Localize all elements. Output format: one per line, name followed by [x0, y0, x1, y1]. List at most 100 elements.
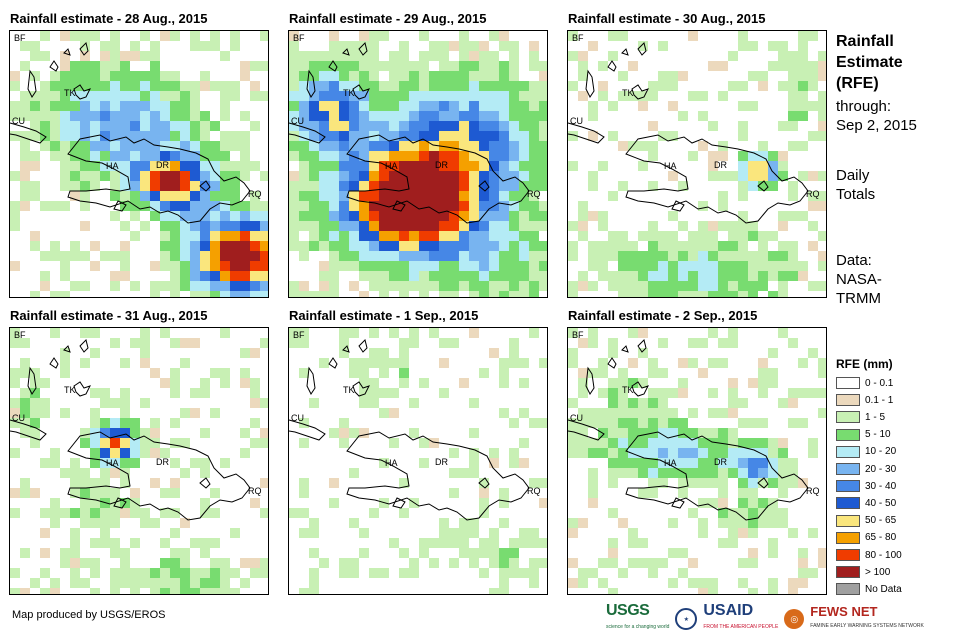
rainfall-cell [369, 271, 379, 281]
rainfall-cell [230, 271, 240, 281]
rainfall-cell [110, 71, 120, 81]
rainfall-cell [718, 171, 728, 181]
rainfall-cell [80, 41, 90, 51]
rainfall-cell [638, 468, 648, 478]
rainfall-cell [758, 468, 768, 478]
rainfall-cell [608, 271, 618, 281]
rainfall-cell [329, 221, 339, 231]
rainfall-cell [798, 61, 808, 71]
rainfall-cell [798, 578, 808, 588]
map-label-rq: RQ [248, 189, 262, 199]
rainfall-cell [668, 548, 678, 558]
rainfall-cell [250, 61, 260, 71]
rainfall-cell [289, 221, 299, 231]
coastline [199, 477, 211, 489]
rainfall-cell [648, 241, 658, 251]
rainfall-cell [578, 438, 588, 448]
rainfall-cell [738, 478, 748, 488]
rainfall-cell [20, 171, 30, 181]
rainfall-cell [688, 438, 698, 448]
rainfall-cell [798, 271, 808, 281]
rainfall-cell [200, 181, 210, 191]
rainfall-cell [479, 251, 489, 261]
rainfall-cell [309, 398, 319, 408]
rainfall-cell [100, 131, 110, 141]
legend-item: 30 - 40 [836, 479, 896, 493]
rainfall-cell [419, 281, 429, 291]
rainfall-cell [638, 458, 648, 468]
rainfall-cell [429, 131, 439, 141]
rainfall-cell [399, 141, 409, 151]
rainfall-cell [788, 181, 798, 191]
rainfall-cell [130, 448, 140, 458]
rainfall-cell [459, 231, 469, 241]
rainfall-cell [658, 251, 668, 261]
rainfall-cell [20, 358, 30, 368]
rainfall-cell [200, 261, 210, 271]
rainfall-cell [250, 231, 260, 241]
rainfall-cell [818, 251, 826, 261]
rainfall-cell [489, 101, 499, 111]
rainfall-cell [798, 51, 808, 61]
rainfall-cell [120, 418, 130, 428]
rainfall-cell [60, 71, 70, 81]
map-label-tk: TK [64, 385, 76, 395]
rainfall-cell [90, 518, 100, 528]
rainfall-cell [738, 161, 748, 171]
rainfall-cell [170, 418, 180, 428]
map-label-bf: BF [293, 330, 305, 340]
rainfall-cell [459, 81, 469, 91]
rainfall-cell [369, 181, 379, 191]
rainfall-cell [688, 448, 698, 458]
rainfall-cell [100, 161, 110, 171]
rainfall-cell [708, 468, 718, 478]
map-label-bf: BF [572, 330, 584, 340]
rainfall-cell [668, 131, 678, 141]
rainfall-cell [110, 338, 120, 348]
rainfall-cell [180, 281, 190, 291]
rainfall-cell [329, 61, 339, 71]
rainfall-cell [250, 398, 260, 408]
rainfall-cell [210, 408, 220, 418]
rainfall-cell [738, 191, 748, 201]
map-label-rq: RQ [806, 486, 820, 496]
rainfall-cell [359, 261, 369, 271]
rainfall-cell [768, 41, 778, 51]
rainfall-cell [120, 438, 130, 448]
rainfall-cell [130, 588, 140, 594]
rainfall-cell [260, 291, 268, 297]
rainfall-cell [180, 201, 190, 211]
rainfall-cell [20, 388, 30, 398]
rainfall-cell [349, 151, 359, 161]
rainfall-cell [499, 568, 509, 578]
rainfall-cell [718, 538, 728, 548]
rainfall-cell [578, 428, 588, 438]
rainfall-cell [369, 151, 379, 161]
rainfall-cell [160, 568, 170, 578]
rainfall-cell [598, 271, 608, 281]
coastline [73, 381, 91, 397]
rainfall-cell [698, 518, 708, 528]
rainfall-cell [728, 51, 738, 61]
rainfall-cell [190, 408, 200, 418]
rainfall-cell [309, 241, 319, 251]
rainfall-cell [748, 101, 758, 111]
rainfall-cell [439, 181, 449, 191]
rainfall-cell [70, 61, 80, 71]
rainfall-cell [210, 241, 220, 251]
data-source-note: Data: NASA- TRMM [836, 251, 882, 308]
legend-swatch [836, 514, 860, 527]
rainfall-cell [429, 51, 439, 61]
rainfall-cell [539, 101, 547, 111]
map-label-bf: BF [572, 33, 584, 43]
rainfall-cell [30, 291, 40, 297]
rainfall-cell [369, 191, 379, 201]
rainfall-cell [499, 221, 509, 231]
rainfall-cell [469, 111, 479, 121]
rainfall-cell [170, 261, 180, 271]
rainfall-cell [100, 468, 110, 478]
rainfall-cell [329, 111, 339, 121]
rainfall-cell [598, 211, 608, 221]
rainfall-cell [648, 261, 658, 271]
rainfall-cell [568, 578, 578, 588]
